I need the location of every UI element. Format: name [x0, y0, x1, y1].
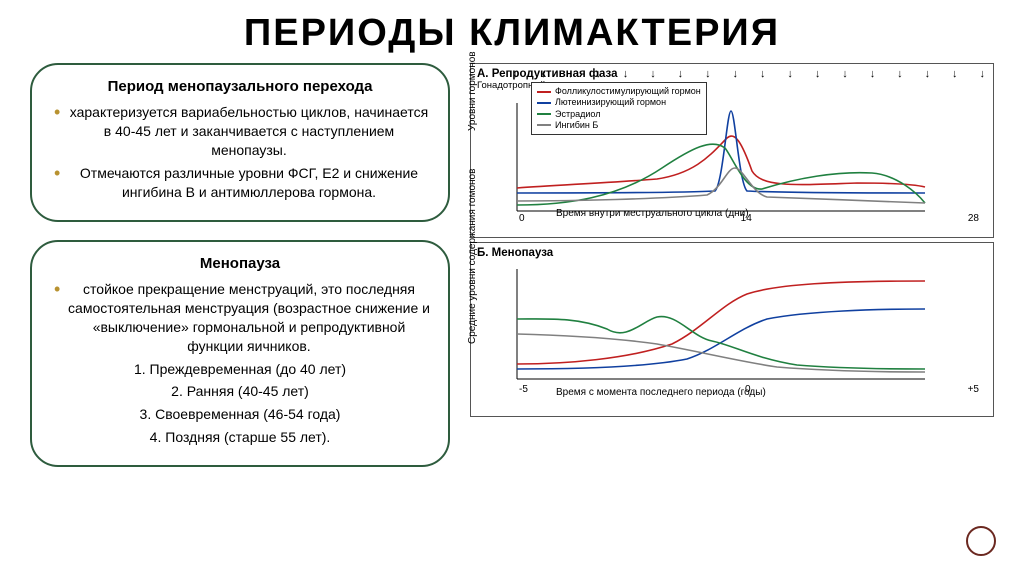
content-row: Период менопаузального перехода характер… — [0, 63, 1024, 467]
chartB-ylabel: Средние уровни содержания гомонов — [467, 169, 478, 344]
card2-item: Преждевременная (до 40 лет) — [50, 360, 430, 379]
right-column: А. Репродуктивная фаза Гонадотропный рил… — [470, 63, 994, 467]
card-menopause: Менопауза стойкое прекращение менструаци… — [30, 240, 450, 467]
chartA-legend: Фолликулостимулирующий гормонЛютеинизиру… — [531, 82, 707, 135]
chartB-title: Б. Менопауза — [477, 247, 987, 259]
card2-item: Ранняя (40-45 лет) — [50, 382, 430, 401]
chart-b: Б. Менопауза Средние уровни содержания г… — [470, 242, 994, 417]
card1-bullet: Отмечаются различные уровни ФСГ, Е2 и сн… — [54, 164, 430, 202]
card2-item: Поздняя (старше 55 лет). — [50, 428, 430, 447]
chartA-ylabel: Уровни гормонов — [467, 51, 478, 131]
card1-title: Период менопаузального перехода — [50, 77, 430, 97]
gnrh-arrows: ↓↓↓↓↓↓↓↓↓↓↓↓↓↓↓↓↓↓ — [513, 68, 985, 80]
page-title: ПЕРИОДЫ КЛИМАКТЕРИЯ — [0, 0, 1024, 63]
card2-item: Своевременная (46-54 года) — [50, 405, 430, 424]
card2-title: Менопауза — [50, 254, 430, 274]
chart-a: А. Репродуктивная фаза Гонадотропный рил… — [470, 63, 994, 238]
left-column: Период менопаузального перехода характер… — [30, 63, 450, 467]
chartB-xlabel: Время с момента последнего периода (годы… — [556, 387, 766, 398]
card2-bullet: стойкое прекращение менструаций, это пос… — [54, 280, 430, 356]
card1-bullet: характеризуется вариабельностью циклов, … — [54, 103, 430, 160]
chartA-xlabel: Время внутри меструального цикла (дни) — [556, 208, 749, 219]
card-transition: Период менопаузального перехода характер… — [30, 63, 450, 222]
chartB-svg — [477, 259, 927, 384]
page-number — [966, 526, 996, 556]
